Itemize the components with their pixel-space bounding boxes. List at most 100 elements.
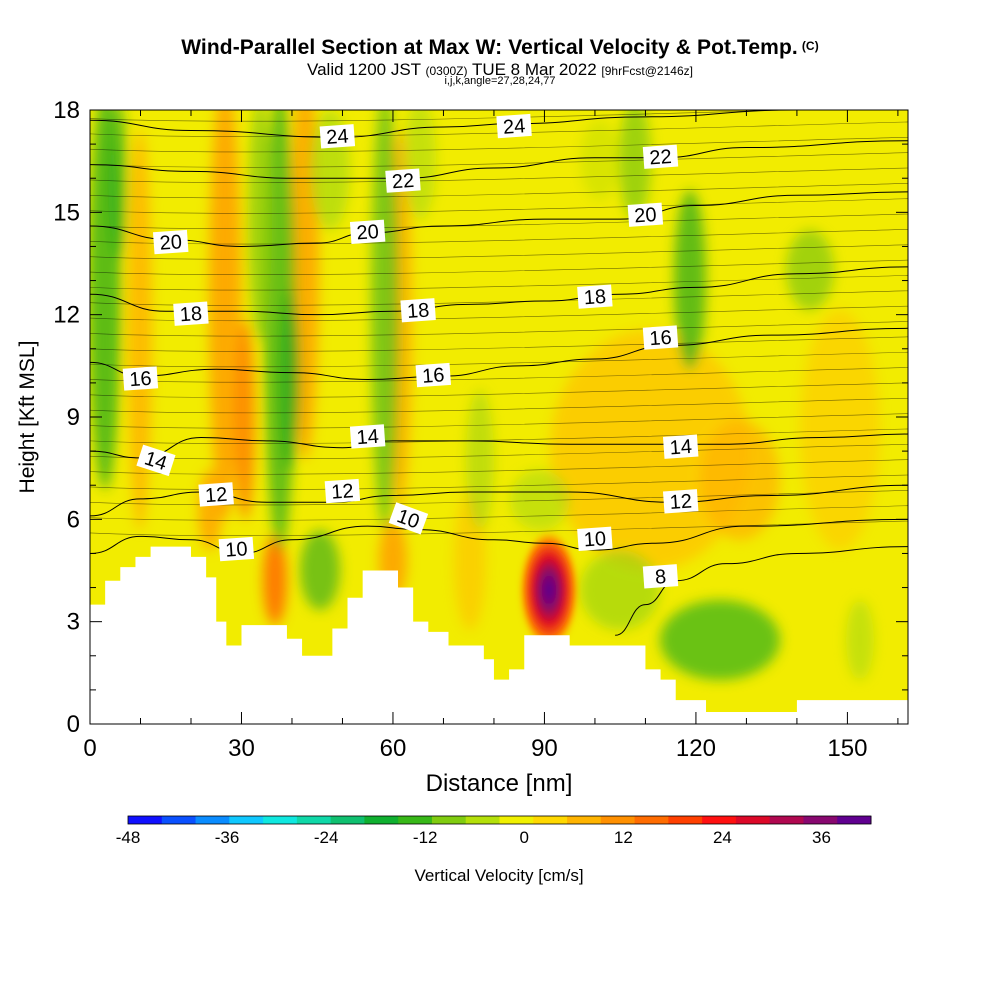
contour-label-box	[385, 168, 421, 193]
valid-time-line: Valid 1200 JST (0300Z) TUE 8 Mar 2022 [9…	[0, 60, 1000, 80]
contour-label-box	[577, 284, 613, 309]
updraft-core	[519, 530, 579, 650]
theta-contour-line	[90, 351, 908, 368]
contour-label: 12	[324, 478, 361, 504]
contour-label: 18	[577, 284, 613, 309]
contour-label: 20	[152, 229, 189, 255]
contour-label-text: 22	[649, 146, 673, 169]
theta-contour-line	[90, 520, 908, 536]
colorbar-swatch	[229, 816, 264, 824]
contour-label-box	[122, 366, 159, 391]
colorbar-swatch	[533, 816, 568, 824]
downdraft-band	[108, 110, 128, 260]
colorbar-label: Vertical Velocity [cm/s]	[414, 866, 583, 885]
contour-label-box	[319, 124, 356, 149]
colorbar-swatch	[735, 816, 771, 824]
contour-label-text: 20	[634, 204, 658, 227]
colorbar-swatch	[195, 816, 230, 824]
contour-label-text: 18	[406, 300, 430, 323]
colorbar-swatch	[803, 816, 838, 824]
colorbar-swatch	[634, 816, 669, 824]
theta-contour-line	[615, 546, 908, 636]
theta-contour-line	[90, 259, 908, 276]
contour-label-box	[198, 482, 234, 507]
x-tick-label: 150	[827, 735, 867, 762]
contour-label-box	[349, 219, 386, 244]
y-axis-label: Height [Kft MSL]	[16, 341, 39, 494]
contour-label-text: 10	[225, 538, 249, 561]
colorbar-tick-label: 24	[713, 828, 732, 847]
contour-label: 14	[662, 434, 699, 459]
contour-label-box	[627, 202, 664, 227]
y-tick-label: 9	[67, 404, 80, 431]
theta-contour-line	[90, 121, 908, 137]
contour-label: 18	[173, 301, 209, 326]
theta-contour-line	[90, 140, 908, 179]
contour-label-box	[642, 144, 679, 169]
contour-label-text: 20	[159, 231, 183, 254]
theta-contour-line	[90, 198, 908, 214]
contour-label: 14	[136, 444, 176, 477]
contour-label: 16	[122, 366, 159, 391]
colorbar-frame	[127, 815, 872, 825]
contour-label-text: 18	[179, 303, 203, 326]
contour-label-text: 22	[391, 170, 415, 193]
theta-contour-line	[90, 433, 908, 459]
colorbar-swatch	[702, 816, 737, 824]
downdraft-band	[846, 600, 874, 680]
contour-label: 10	[577, 526, 613, 552]
contour-label-box	[136, 444, 176, 477]
theta-contour-line	[90, 490, 908, 506]
contour-label-box	[577, 526, 613, 551]
contour-label-box	[173, 301, 209, 326]
theta-contour-line	[90, 413, 908, 429]
downdraft-band	[371, 110, 399, 530]
contour-label-box	[662, 489, 699, 514]
theta-contour-line	[90, 191, 908, 247]
x-tick-label: 120	[676, 735, 716, 762]
theta-contour-line	[90, 459, 908, 475]
contour-label: 16	[415, 362, 452, 388]
x-tick-label: 90	[531, 735, 558, 762]
contour-label-box	[218, 536, 255, 562]
x-axis-label: Distance [nm]	[426, 770, 573, 797]
contour-label-text: 16	[129, 368, 153, 391]
updraft-band	[263, 535, 287, 625]
contour-label-text: 14	[356, 426, 380, 449]
grid-info: i,j,k,angle=27,28,24,77	[444, 75, 556, 87]
downdraft-band	[300, 530, 340, 610]
contour-label-text: 12	[669, 491, 693, 514]
downdraft-band	[248, 110, 272, 340]
colorbar-swatch	[330, 816, 365, 824]
downdraft-band	[660, 600, 780, 680]
theta-contour-line	[90, 213, 908, 229]
contour-label-box	[349, 424, 386, 449]
contour-label-box	[642, 564, 679, 589]
contour-label: 14	[349, 424, 386, 449]
updraft-band	[550, 330, 750, 570]
theta-contour-line	[90, 152, 908, 168]
downdraft-band	[674, 190, 706, 370]
colorbar-tick-label: 36	[812, 828, 831, 847]
downdraft-band	[619, 110, 651, 220]
contour-label-text: 14	[669, 436, 693, 459]
y-tick-label: 18	[53, 97, 80, 124]
updraft-band	[209, 110, 241, 520]
downdraft-band	[580, 120, 620, 200]
theta-contour-line	[90, 266, 908, 316]
colorbar-swatch	[398, 816, 433, 824]
colorbar-tick-label: -36	[215, 828, 240, 847]
contour-label-box	[496, 113, 532, 139]
colorbar: -48 -36 -24 -12 0 12 24 36	[116, 815, 872, 847]
contour-label: 20	[349, 219, 386, 245]
contour-label-box	[324, 478, 361, 504]
contour-label-text: 18	[583, 286, 607, 309]
colorbar-swatch	[431, 816, 467, 824]
contour-label-box	[415, 362, 452, 388]
theta-contour-line	[90, 428, 908, 444]
colorbar-swatch	[465, 816, 500, 824]
contour-label-box	[400, 298, 436, 323]
contour-label: 24	[319, 124, 356, 149]
theta-contour-line	[90, 327, 908, 380]
